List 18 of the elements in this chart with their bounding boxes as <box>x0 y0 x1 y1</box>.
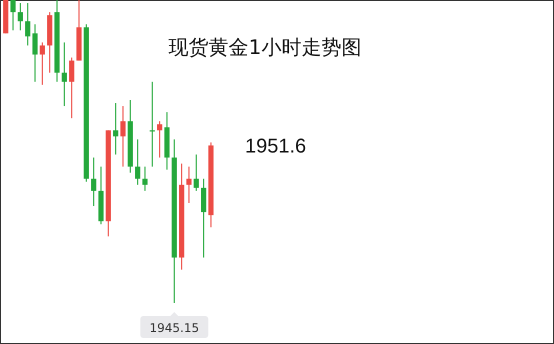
candlestick <box>135 138 140 186</box>
candlestick <box>194 154 199 192</box>
candlestick <box>91 157 96 207</box>
candlestick <box>157 120 162 158</box>
candlestick <box>40 42 45 86</box>
candlestick <box>113 102 118 156</box>
candlestick <box>10 0 16 31</box>
candlestick <box>186 166 192 204</box>
candlestick <box>25 2 30 46</box>
candlestick <box>69 57 74 119</box>
text: 现货黄金1小时走势图 <box>168 35 362 59</box>
candlestick <box>18 2 23 31</box>
candlestick <box>120 106 126 168</box>
candlestick <box>32 24 38 82</box>
text: 1945.15 <box>149 321 200 335</box>
candlestick <box>62 42 67 107</box>
text: 1951.6 <box>245 135 306 158</box>
candlestick <box>142 166 148 192</box>
